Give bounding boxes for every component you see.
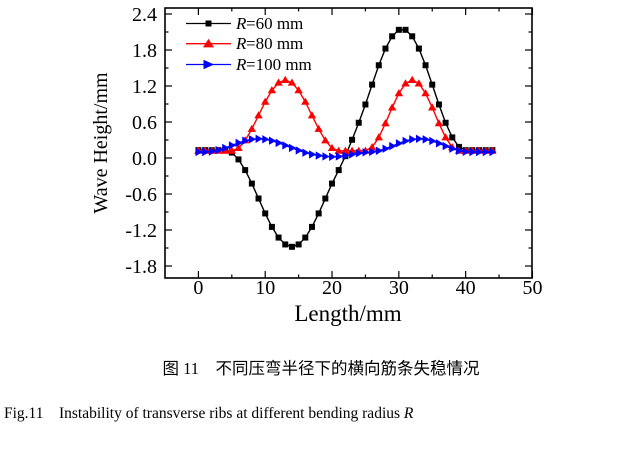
svg-text:-1.8: -1.8 — [125, 256, 157, 278]
svg-text:40: 40 — [456, 277, 476, 299]
svg-text:50: 50 — [522, 277, 542, 299]
svg-text:-1.2: -1.2 — [125, 220, 157, 242]
svg-text:图 11 不同压弯半径下的横向筋条失稳情况: 图 11 不同压弯半径下的横向筋条失稳情况 — [162, 359, 479, 378]
svg-text:=100 mm: =100 mm — [246, 55, 312, 74]
svg-text:20: 20 — [322, 277, 342, 299]
svg-text:Wave Height/mm: Wave Height/mm — [90, 72, 112, 214]
svg-text:2.4: 2.4 — [132, 4, 157, 26]
svg-text:-0.6: -0.6 — [125, 184, 157, 206]
svg-text:=60 mm: =60 mm — [246, 14, 303, 33]
svg-text:1.2: 1.2 — [132, 76, 157, 98]
svg-text:Length/mm: Length/mm — [294, 301, 401, 326]
svg-text:=80 mm: =80 mm — [246, 34, 303, 53]
svg-text:0.6: 0.6 — [132, 112, 157, 134]
svg-text:0: 0 — [193, 277, 203, 299]
svg-text:Fig.11 Instability of transve: Fig.11 Instability of transverse ribs at… — [4, 405, 414, 422]
svg-text:10: 10 — [255, 277, 275, 299]
svg-text:0.0: 0.0 — [132, 148, 157, 170]
svg-text:30: 30 — [389, 277, 409, 299]
svg-text:1.8: 1.8 — [132, 40, 157, 62]
